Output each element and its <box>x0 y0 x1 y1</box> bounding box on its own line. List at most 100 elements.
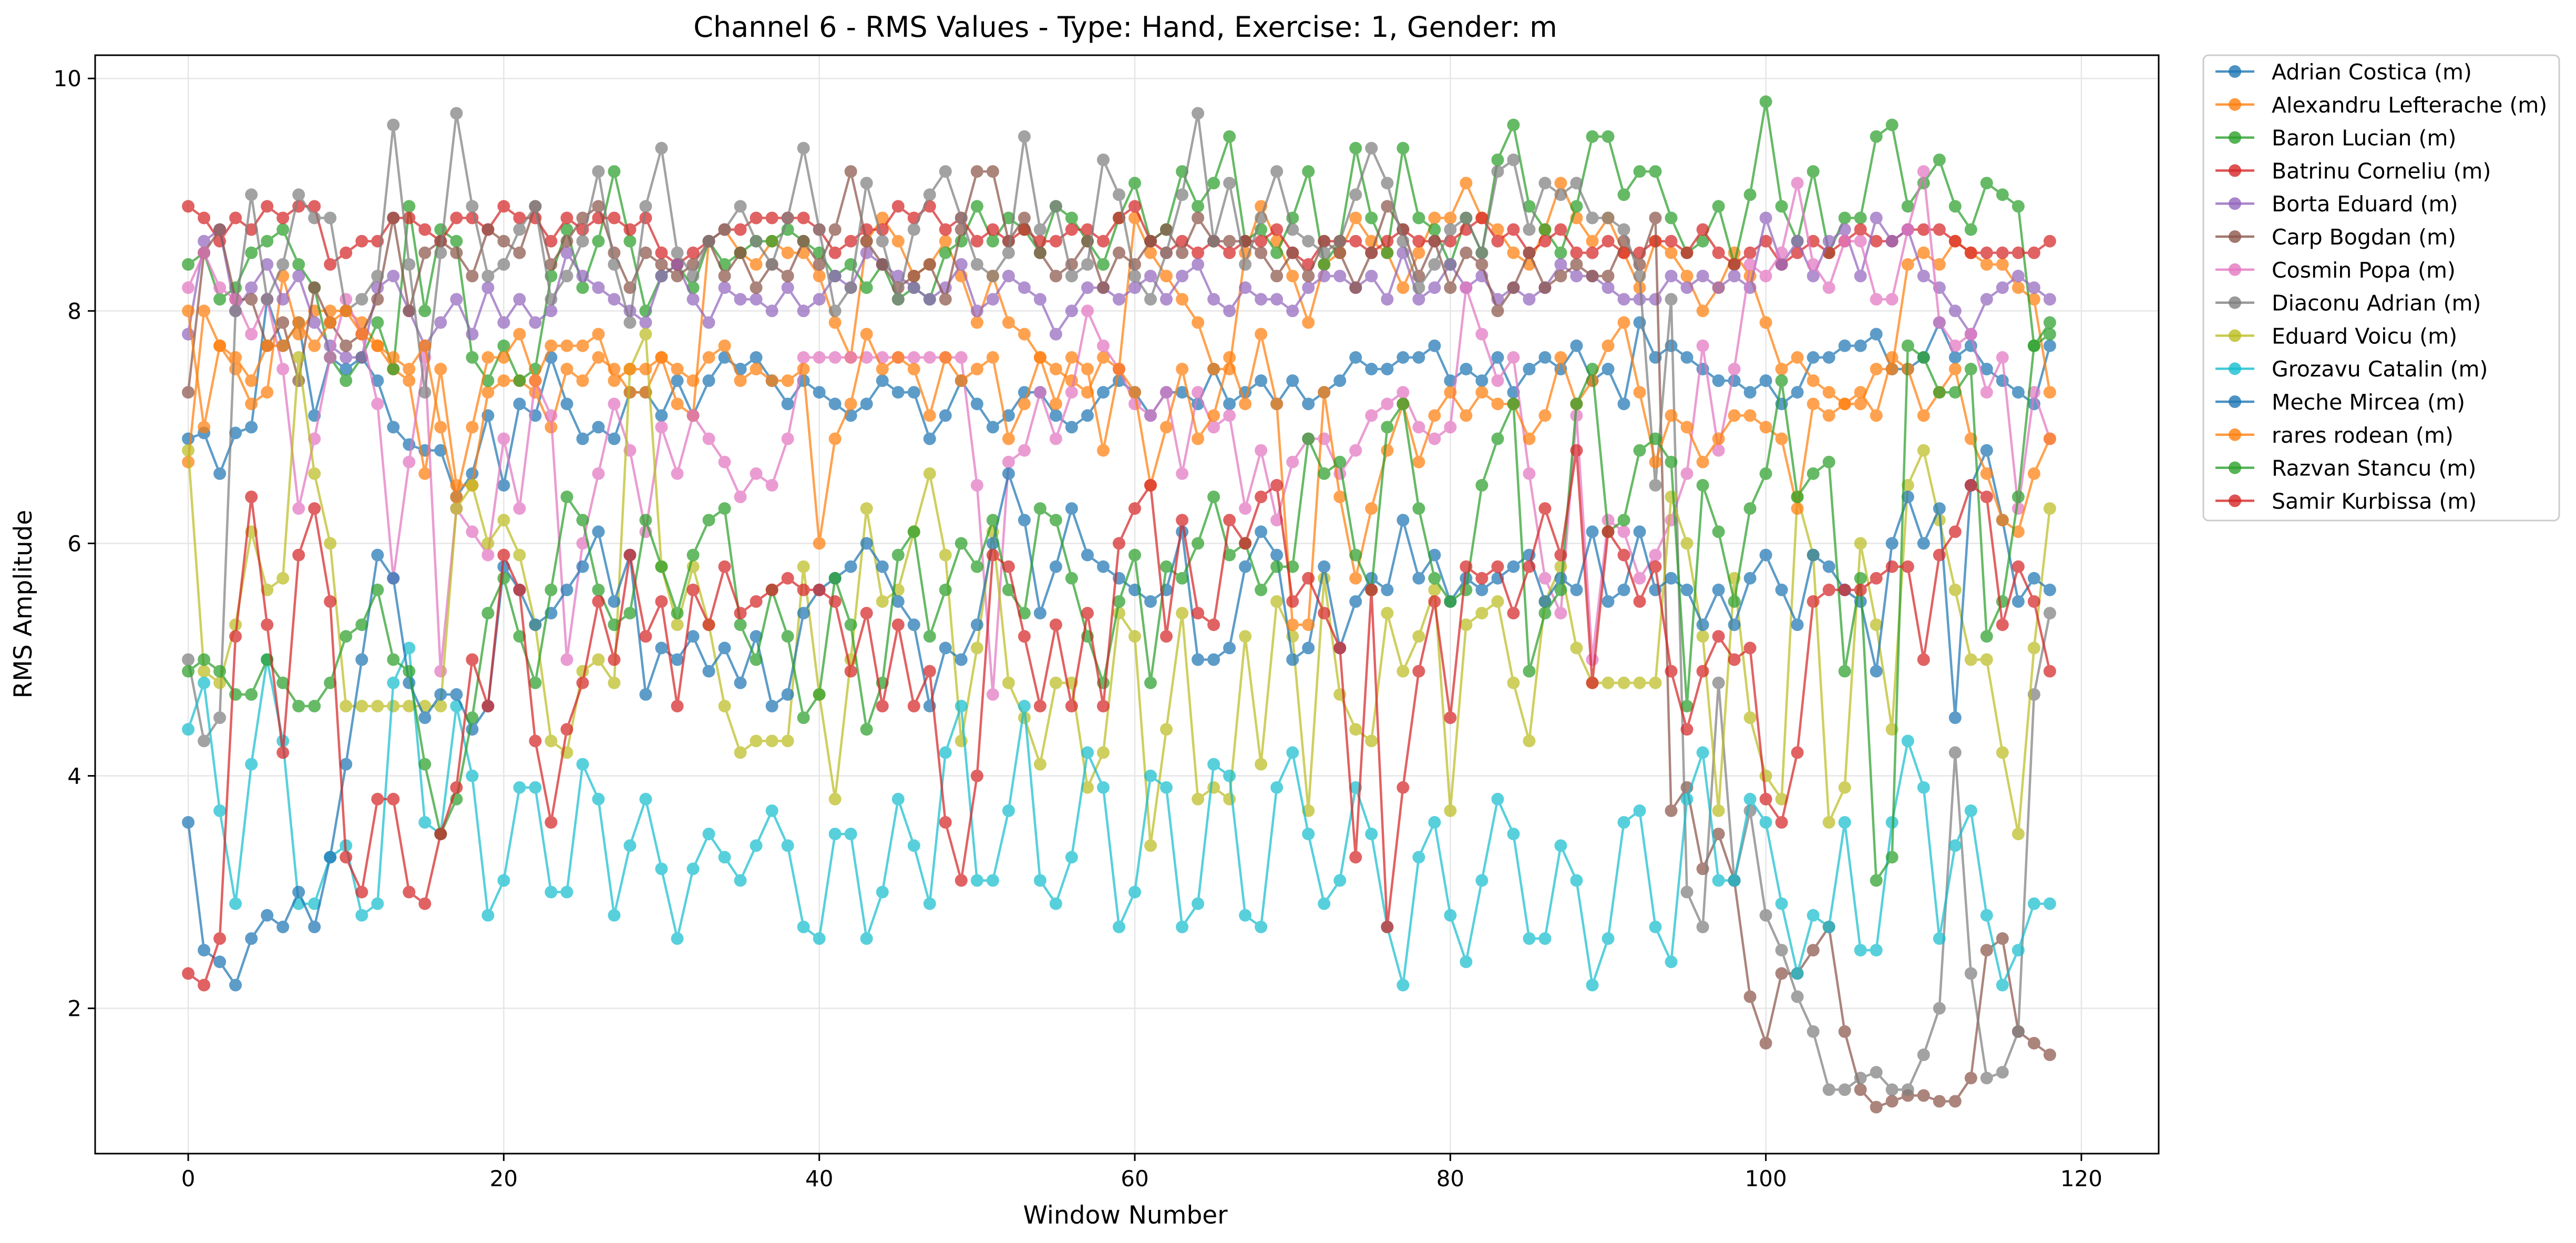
data-point <box>292 885 305 899</box>
data-point <box>1333 491 1347 503</box>
data-point <box>1349 351 1362 364</box>
data-point <box>592 200 605 213</box>
data-point <box>1333 455 1347 468</box>
legend-item: Borta Eduard (m) <box>2215 191 2458 217</box>
data-point <box>1554 583 1567 596</box>
data-point <box>276 572 290 585</box>
data-point <box>1113 362 1125 375</box>
data-point <box>1665 293 1678 306</box>
data-point <box>418 711 432 724</box>
data-point <box>1948 386 1962 399</box>
data-point <box>686 548 700 562</box>
data-point <box>1838 1025 1851 1038</box>
data-point <box>1712 525 1725 538</box>
data-point <box>1507 281 1520 294</box>
data-point <box>592 792 605 806</box>
data-point <box>623 235 637 248</box>
data-point <box>1665 246 1678 259</box>
data-point <box>1665 409 1678 422</box>
data-point <box>1602 339 1615 352</box>
data-point <box>497 432 510 445</box>
data-point <box>939 746 952 759</box>
data-point <box>718 699 731 712</box>
data-point <box>828 316 841 329</box>
data-point <box>1049 362 1062 375</box>
data-point <box>970 874 983 887</box>
data-point <box>639 246 652 259</box>
data-point <box>1176 607 1189 620</box>
data-point <box>718 455 731 468</box>
data-point <box>1523 200 1536 213</box>
data-point <box>1349 595 1362 608</box>
data-point <box>1617 316 1630 329</box>
data-point <box>860 246 873 259</box>
data-point <box>340 630 353 643</box>
data-point <box>1743 792 1757 806</box>
data-point <box>750 362 763 375</box>
data-point <box>1538 281 1552 294</box>
data-point <box>781 398 794 411</box>
data-point <box>923 897 936 910</box>
data-point <box>1917 223 1930 236</box>
data-point <box>1933 548 1946 562</box>
data-point <box>1996 374 2009 387</box>
data-point <box>1854 537 1867 550</box>
data-point <box>1491 374 1504 387</box>
data-point <box>1980 246 1993 259</box>
data-point <box>1128 630 1141 643</box>
data-point <box>1475 874 1489 887</box>
data-point <box>1223 548 1236 562</box>
data-point <box>340 758 353 771</box>
data-point <box>1917 165 1930 178</box>
data-point <box>1507 676 1520 689</box>
legend: Adrian Costica (m) Alexandru Lefterache (… <box>2202 54 2560 522</box>
data-point <box>529 735 542 748</box>
data-point <box>655 560 668 573</box>
chart-title: Channel 6 - RMS Values - Type: Hand, Exe… <box>693 11 1557 44</box>
data-point <box>686 270 700 282</box>
data-point <box>939 641 952 655</box>
data-point <box>1822 560 1835 573</box>
data-point <box>1775 792 1788 806</box>
data-point <box>1428 595 1441 608</box>
data-point <box>1081 362 1094 375</box>
data-point <box>907 281 920 294</box>
data-point <box>1192 258 1205 271</box>
data-point <box>1822 455 1835 468</box>
data-point <box>1712 676 1725 689</box>
data-point <box>1365 502 1378 515</box>
legend-item: rares rodean (m) <box>2215 423 2454 448</box>
data-point <box>1444 711 1457 724</box>
data-point <box>418 223 432 236</box>
data-point <box>1255 491 1268 503</box>
data-point <box>1759 769 1772 782</box>
data-point <box>1412 235 1425 248</box>
data-point <box>245 688 258 701</box>
data-point <box>1743 246 1757 259</box>
data-point <box>182 258 195 271</box>
data-point <box>1775 200 1788 213</box>
data-point <box>876 211 889 225</box>
data-point <box>1870 665 1883 678</box>
data-point <box>466 711 479 724</box>
data-point <box>481 386 495 399</box>
series-13 <box>182 444 2056 992</box>
data-point <box>939 293 952 306</box>
data-point <box>828 595 841 608</box>
data-point <box>1239 560 1252 573</box>
data-point <box>923 432 936 445</box>
data-point <box>1538 607 1552 620</box>
data-point <box>1791 386 1804 399</box>
data-point <box>182 304 195 318</box>
data-point <box>1523 223 1536 236</box>
data-point <box>292 699 305 712</box>
data-point <box>655 862 668 875</box>
data-point <box>1617 548 1630 562</box>
data-point <box>1759 374 1772 387</box>
data-point <box>387 792 400 806</box>
data-point <box>828 304 841 318</box>
data-point <box>970 560 983 573</box>
data-point <box>781 211 794 225</box>
data-point <box>1570 583 1583 596</box>
data-point <box>1712 804 1725 817</box>
